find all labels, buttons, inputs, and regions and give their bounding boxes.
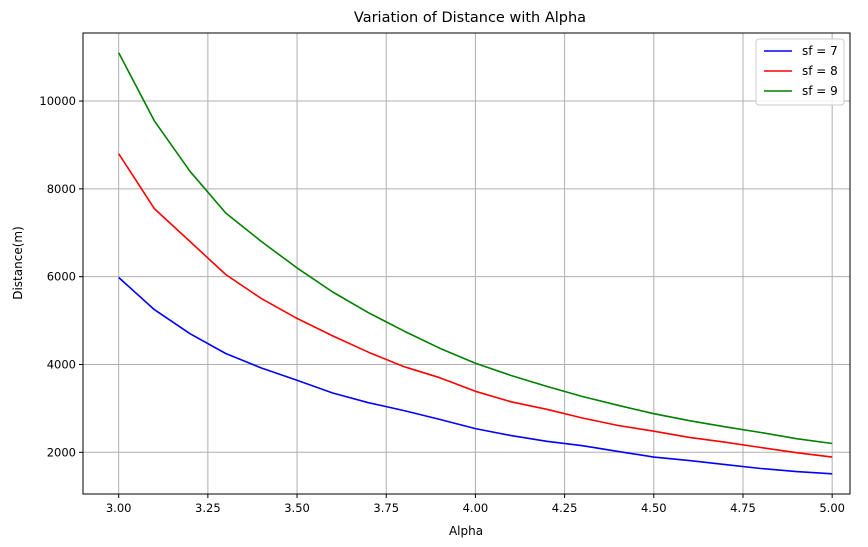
grid-lines [83,33,850,494]
legend: sf = 7 sf = 8 sf = 9 [755,38,845,106]
x-tick-label: 3.75 [373,501,399,515]
x-tick-label: 4.75 [730,501,756,515]
x-axis-label: Alpha [449,524,483,538]
series-line-2 [118,153,833,458]
legend-label: sf = 9 [802,84,838,98]
x-axis-ticks: 3.00 3.25 3.50 3.75 4.00 4.25 4.50 4.75 5.00 [106,494,845,515]
x-tick-label: 4.50 [641,501,667,515]
chart-title: Variation of Distance with Alpha [354,10,586,26]
x-tick-label: 5.00 [819,501,845,515]
x-tick-label: 3.50 [284,501,310,515]
legend-label: sf = 7 [802,44,838,58]
series-lines [117,52,833,475]
x-tick-label: 3.00 [106,501,132,515]
x-tick-label: 4.25 [552,501,578,515]
y-axis-label: Distance(m) [11,226,25,300]
y-tick-label: 4000 [47,357,76,371]
y-tick-label: 10000 [39,94,76,108]
legend-label: sf = 8 [802,64,838,78]
y-tick-label: 6000 [47,270,76,284]
x-tick-label: 3.25 [195,501,221,515]
series-line-1 [118,276,833,475]
plot-frame [82,32,851,495]
y-axis-ticks: 2000 4000 6000 8000 10000 [39,94,83,459]
series-line-3 [117,52,833,445]
x-tick-label: 4.00 [463,501,489,515]
legend-box [755,38,845,106]
y-tick-label: 2000 [47,445,76,459]
y-tick-label: 8000 [47,182,76,196]
